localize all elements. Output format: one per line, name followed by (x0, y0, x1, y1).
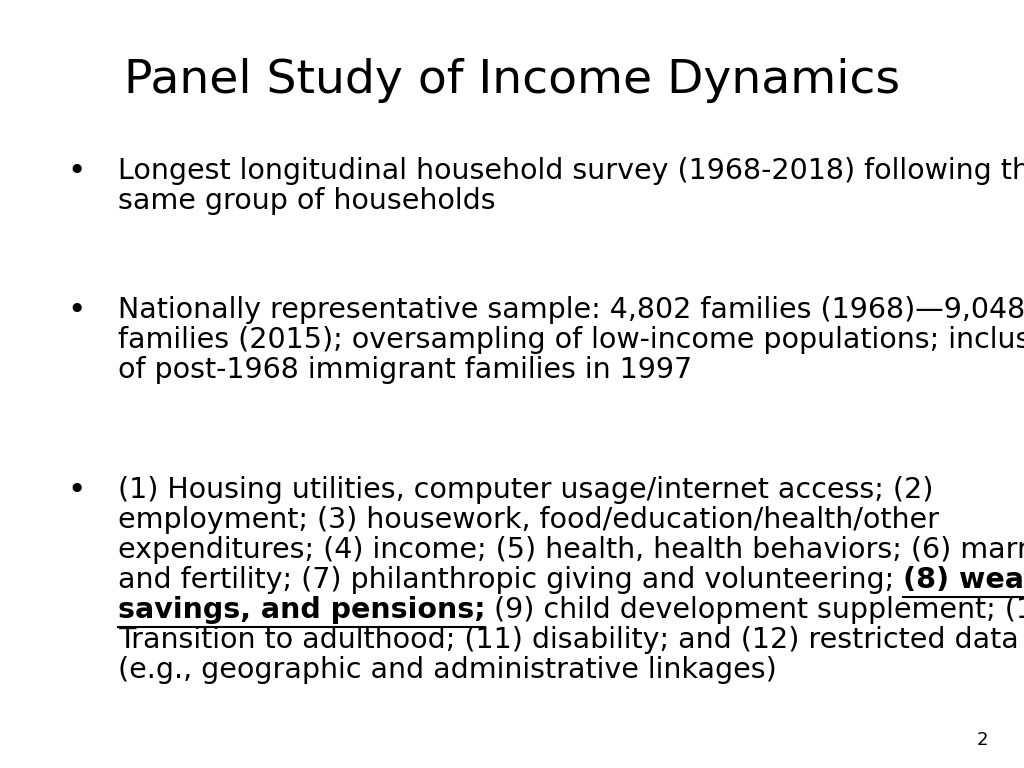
Text: Panel Study of Income Dynamics: Panel Study of Income Dynamics (124, 58, 900, 103)
Text: savings, and pensions;: savings, and pensions; (118, 596, 485, 624)
Text: and fertility; (7) philanthropic giving and volunteering;: and fertility; (7) philanthropic giving … (118, 566, 903, 594)
Text: 2: 2 (977, 731, 988, 749)
Text: •: • (68, 157, 86, 187)
Text: same group of households: same group of households (118, 187, 496, 216)
Text: families (2015); oversampling of low-income populations; inclusion: families (2015); oversampling of low-inc… (118, 326, 1024, 354)
Text: •: • (68, 296, 86, 325)
Text: of post-1968 immigrant families in 1997: of post-1968 immigrant families in 1997 (118, 356, 692, 384)
Text: Transition to adulthood; (11) disability; and (12) restricted data: Transition to adulthood; (11) disability… (118, 626, 1019, 654)
Text: employment; (3) housework, food/education/health/other: employment; (3) housework, food/educatio… (118, 506, 939, 535)
Text: expenditures; (4) income; (5) health, health behaviors; (6) marriage: expenditures; (4) income; (5) health, he… (118, 536, 1024, 564)
Text: (1) Housing utilities, computer usage/internet access; (2): (1) Housing utilities, computer usage/in… (118, 476, 933, 504)
Text: (8) wealth,: (8) wealth, (903, 566, 1024, 594)
Text: Nationally representative sample: 4,802 families (1968)—9,048: Nationally representative sample: 4,802 … (118, 296, 1024, 323)
Text: (e.g., geographic and administrative linkages): (e.g., geographic and administrative lin… (118, 656, 776, 684)
Text: (9) child development supplement; (10): (9) child development supplement; (10) (485, 596, 1024, 624)
Text: •: • (68, 476, 86, 505)
Text: Longest longitudinal household survey (1968-2018) following the: Longest longitudinal household survey (1… (118, 157, 1024, 185)
